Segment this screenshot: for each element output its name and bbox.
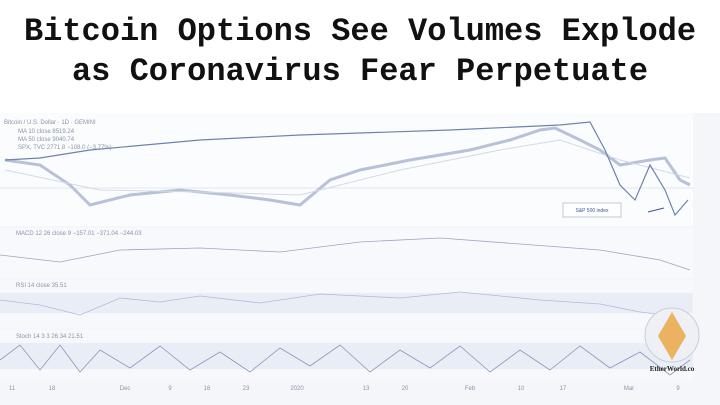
stoch-line (0, 344, 691, 376)
rsi-line (0, 291, 691, 319)
annotation-arrow (647, 207, 665, 213)
ma-line (4, 139, 691, 196)
headline-line: as Coronavirus Fear Perpetuate (71, 53, 649, 90)
indicator-label: SPX, TVC 2771.8 −108.0 (−3.77%) (18, 145, 112, 151)
x-label: 11 (9, 386, 16, 392)
x-label: 17 (560, 386, 567, 392)
annotation-label: S&P 500 index (576, 208, 609, 214)
pane-label: Stoch 14 3 3 26.34 21.51 (16, 334, 84, 340)
x-label: Feb (465, 386, 476, 392)
indicator-label: MA 10 close 8519.24 (18, 129, 75, 135)
macd-pane (0, 228, 693, 278)
x-label: 18 (49, 386, 56, 392)
x-label: Dec (120, 386, 131, 392)
indicator-label: MA 50 close 9040.74 (18, 137, 75, 143)
x-axis: 11 18 Dec 9 16 23 2020 13 20 Feb 10 17 Mar 9 (9, 386, 680, 392)
x-label: 10 (518, 386, 525, 392)
x-label: Mar (624, 386, 634, 392)
x-label: 9 (168, 386, 172, 392)
x-label: 20 (402, 386, 409, 392)
logo-mark (658, 312, 686, 360)
spx-line (4, 121, 689, 217)
x-label: 2020 (290, 386, 304, 392)
x-label: 13 (363, 386, 370, 392)
annotation-box (562, 202, 622, 218)
stoch-band (0, 343, 693, 369)
x-label: 9 (676, 386, 680, 392)
symbol-label: Bitcoin / U.S. Dollar · 1D · GEMINI (4, 120, 96, 126)
pane-label: RSI 14 close 35.51 (16, 283, 67, 289)
pane-label: MACD 12 26 close 9 −157.01 −371.04 −244.… (16, 231, 142, 237)
price-candles (4, 126, 691, 207)
watermark: EtherWorld.co (650, 365, 695, 373)
headline: Bitcoin Options See Volumes Explode as C… (0, 12, 720, 92)
macd-line (0, 237, 691, 271)
x-label: 23 (243, 386, 250, 392)
headline-line: Bitcoin Options See Volumes Explode (23, 13, 697, 50)
x-label: 16 (204, 386, 211, 392)
